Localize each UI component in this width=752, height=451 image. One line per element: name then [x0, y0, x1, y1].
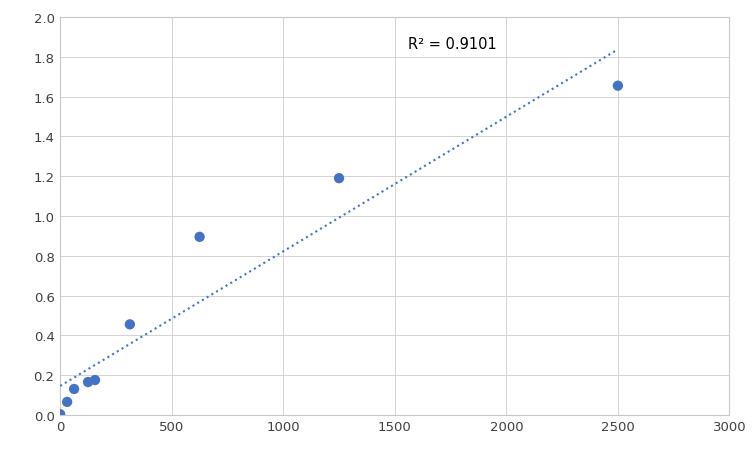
Point [193, 234, 205, 241]
Point [89, 377, 101, 384]
Text: R² = 0.9101: R² = 0.9101 [408, 37, 497, 52]
Point [124, 321, 136, 328]
Point [61, 398, 73, 405]
Point [54, 411, 66, 418]
Point [82, 378, 94, 386]
Point [612, 83, 624, 90]
Point [333, 175, 345, 182]
Point [68, 386, 80, 393]
